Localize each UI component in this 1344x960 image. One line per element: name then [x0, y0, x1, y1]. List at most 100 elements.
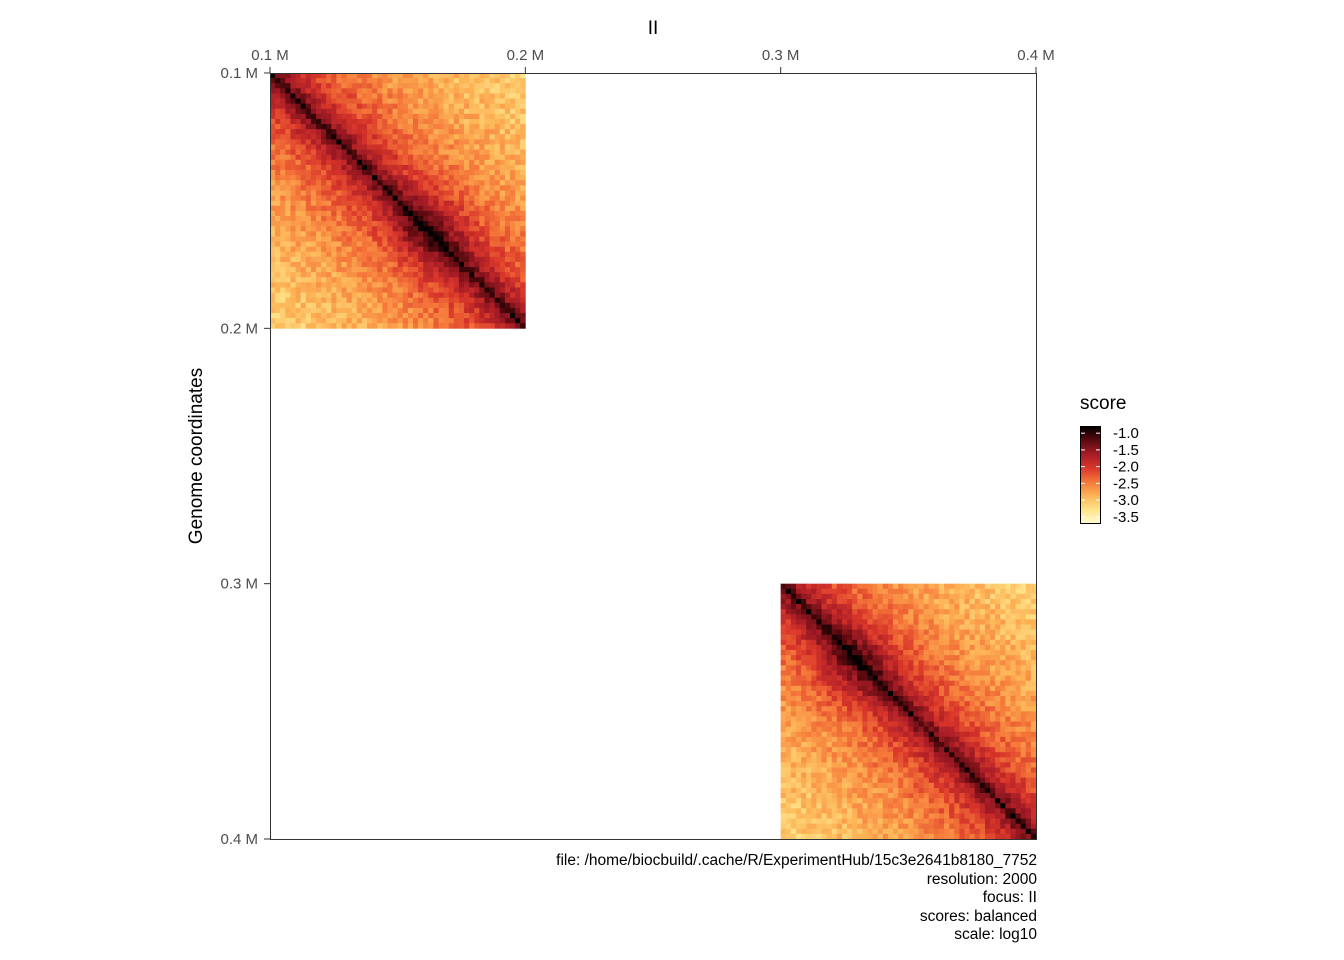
heatmap-cell-b0	[423, 139, 429, 145]
heatmap-cell-b1	[923, 614, 930, 620]
heatmap-cell-b0	[510, 292, 516, 299]
heatmap-cell-b0	[479, 318, 485, 324]
heatmap-cell-b0	[346, 88, 353, 94]
heatmap-cell-b1	[821, 639, 827, 646]
heatmap-cell-b1	[872, 629, 879, 636]
heatmap-cell-b1	[780, 634, 787, 641]
heatmap-cell-b0	[494, 103, 501, 110]
heatmap-cell-b0	[310, 195, 317, 202]
heatmap-cell-b1	[877, 716, 884, 722]
heatmap-cell-b1	[949, 711, 955, 717]
heatmap-cell-b0	[443, 129, 450, 135]
heatmap-cell-b1	[903, 604, 909, 610]
heatmap-cell-b0	[392, 170, 399, 176]
heatmap-cell-b0	[326, 98, 332, 104]
heatmap-cell-b1	[954, 660, 960, 666]
heatmap-cell-b1	[877, 619, 884, 625]
heatmap-cell-b1	[1020, 588, 1027, 595]
heatmap-cell-b1	[780, 685, 787, 692]
heatmap-cell-b1	[933, 787, 940, 794]
heatmap-cell-b1	[913, 670, 919, 676]
heatmap-cell-b1	[806, 787, 812, 794]
heatmap-cell-b1	[862, 767, 868, 773]
heatmap-cell-b1	[944, 721, 950, 728]
heatmap-cell-b1	[923, 782, 930, 789]
heatmap-cell-b1	[923, 813, 930, 819]
heatmap-cell-b0	[377, 313, 383, 319]
heatmap-cell-b1	[790, 583, 797, 590]
heatmap-cell-b0	[489, 180, 496, 186]
heatmap-cell-b0	[494, 251, 501, 258]
heatmap-cell-b0	[479, 236, 485, 242]
heatmap-cell-b0	[489, 185, 496, 191]
heatmap-cell-b1	[1020, 696, 1027, 702]
heatmap-cell-b1	[806, 639, 812, 646]
heatmap-cell-b0	[469, 175, 475, 181]
heatmap-cell-b0	[443, 149, 450, 156]
heatmap-cell-b0	[458, 108, 465, 115]
heatmap-cell-b0	[453, 118, 460, 125]
heatmap-cell-b0	[377, 251, 383, 258]
heatmap-cell-b1	[826, 588, 833, 595]
heatmap-cell-b1	[995, 787, 1001, 794]
heatmap-cell-b1	[933, 624, 940, 630]
heatmap-cell-b1	[816, 726, 822, 733]
heatmap-cell-b1	[887, 762, 894, 768]
heatmap-cell-b1	[1000, 741, 1006, 748]
heatmap-cell-b1	[826, 706, 833, 712]
heatmap-cell-b1	[1010, 680, 1016, 687]
heatmap-cell-b1	[887, 655, 894, 661]
heatmap-cell-b0	[407, 83, 414, 89]
heatmap-cell-b0	[392, 195, 399, 202]
heatmap-cell-b1	[898, 598, 904, 605]
heatmap-cell-b0	[469, 221, 475, 227]
heatmap-cell-b0	[433, 93, 439, 99]
heatmap-cell-b0	[474, 226, 480, 232]
heatmap-cell-b1	[903, 798, 909, 804]
heatmap-cell-b0	[515, 93, 521, 99]
heatmap-cell-b0	[270, 323, 276, 329]
heatmap-cell-b1	[979, 726, 986, 733]
heatmap-cell-b1	[954, 588, 960, 595]
heatmap-cell-b1	[979, 660, 986, 666]
heatmap-cell-b0	[310, 200, 317, 207]
heatmap-cell-b1	[852, 629, 858, 636]
heatmap-cell-b1	[795, 670, 802, 676]
heatmap-cell-b1	[990, 670, 996, 676]
heatmap-cell-b0	[290, 318, 296, 324]
heatmap-cell-b0	[372, 164, 378, 171]
heatmap-cell-b1	[847, 639, 853, 646]
heatmap-cell-b1	[1020, 711, 1027, 717]
heatmap-cell-b1	[806, 793, 812, 799]
heatmap-cell-b0	[515, 129, 521, 135]
heatmap-cell-b1	[831, 660, 838, 666]
heatmap-cell-b1	[893, 736, 899, 743]
heatmap-cell-b1	[1020, 675, 1027, 682]
heatmap-cell-b0	[504, 139, 511, 145]
heatmap-cell-b1	[831, 624, 838, 630]
heatmap-cell-b1	[785, 782, 792, 789]
heatmap-cell-b1	[995, 767, 1001, 773]
heatmap-cell-b0	[351, 159, 358, 166]
heatmap-cell-b0	[438, 185, 444, 191]
heatmap-cell-b0	[346, 149, 353, 156]
heatmap-cell-b1	[1025, 629, 1032, 636]
heatmap-cell-b1	[964, 614, 970, 620]
heatmap-cell-b1	[862, 583, 868, 590]
heatmap-cell-b0	[479, 292, 485, 299]
heatmap-cell-b0	[484, 251, 490, 258]
heatmap-cell-b0	[423, 154, 429, 161]
heatmap-cell-b0	[469, 241, 475, 247]
heatmap-cell-b0	[275, 313, 281, 319]
heatmap-cell-b0	[402, 267, 409, 273]
heatmap-cell-b1	[877, 598, 884, 605]
heatmap-cell-b0	[489, 261, 496, 268]
heatmap-cell-b1	[938, 736, 945, 743]
heatmap-cell-b1	[1020, 726, 1027, 733]
heatmap-cell-b0	[484, 88, 490, 94]
heatmap-cell-b1	[903, 660, 909, 666]
heatmap-cell-b0	[387, 297, 393, 304]
heatmap-cell-b1	[780, 793, 787, 799]
heatmap-cell-b0	[510, 282, 516, 288]
heatmap-cell-b1	[836, 716, 843, 722]
